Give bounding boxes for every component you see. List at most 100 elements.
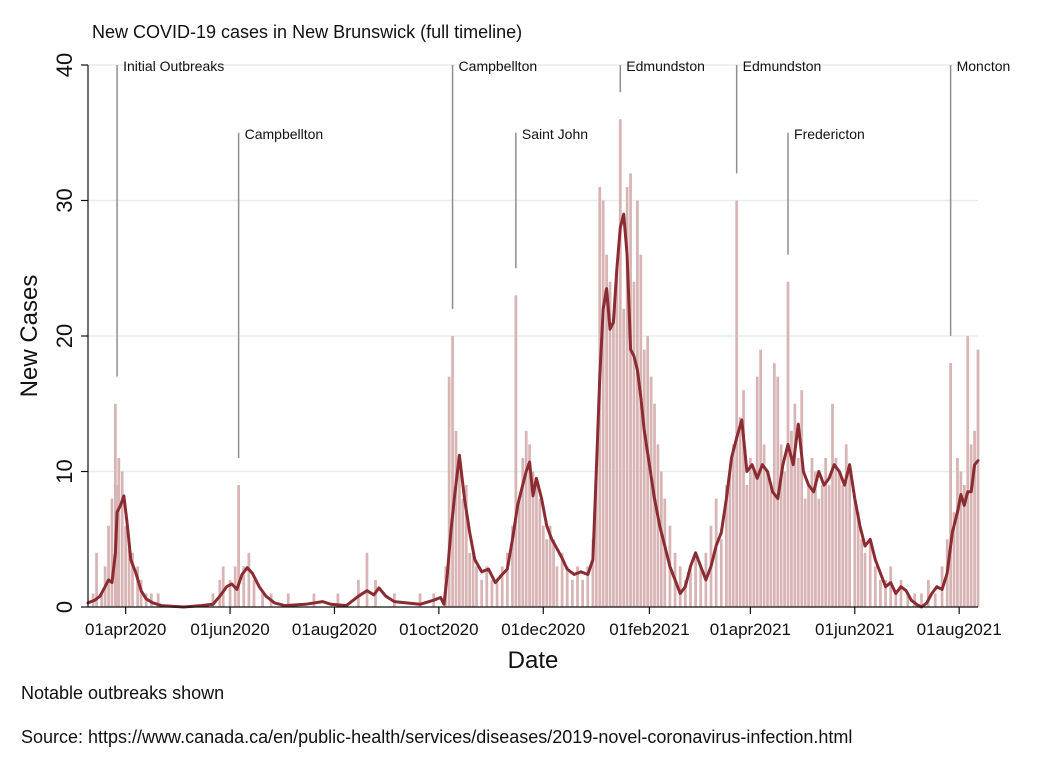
daily-case-bar	[848, 471, 852, 607]
daily-case-bar	[827, 485, 831, 607]
daily-case-bar	[365, 552, 369, 607]
daily-case-bar	[120, 471, 124, 607]
daily-case-bar	[545, 539, 549, 607]
daily-case-bar	[237, 485, 240, 607]
daily-case-bar	[127, 539, 131, 607]
daily-case-bar	[418, 593, 422, 607]
annotation-label: Saint John	[522, 126, 588, 142]
daily-case-bar	[790, 430, 793, 607]
daily-case-bar	[570, 579, 574, 607]
daily-case-bar	[612, 322, 615, 607]
daily-case-bar	[228, 579, 232, 607]
daily-case-bar	[156, 593, 160, 607]
daily-case-bar	[136, 566, 140, 607]
daily-case-bar	[117, 457, 121, 607]
daily-case-bar	[461, 498, 465, 607]
daily-case-bar	[594, 471, 598, 607]
daily-case-bar	[834, 457, 838, 607]
daily-case-bar	[817, 498, 821, 607]
daily-case-bar	[659, 471, 663, 607]
daily-case-bar	[889, 566, 893, 607]
daily-case-bar	[336, 593, 340, 607]
daily-case-bar	[247, 552, 251, 607]
daily-case-bar	[796, 457, 800, 607]
daily-case-bar	[969, 444, 973, 607]
daily-case-bar	[475, 566, 478, 607]
daily-case-bar	[131, 552, 134, 607]
daily-case-bar	[926, 579, 930, 607]
axes: 0 10 20 30 40 01apr2020 01jun2020 01aug2020 01oc…	[52, 53, 1002, 639]
daily-case-bar	[601, 200, 605, 607]
daily-case-bar	[814, 471, 817, 607]
daily-case-bar	[95, 552, 98, 607]
daily-case-bar	[807, 485, 810, 607]
daily-case-bar	[745, 485, 749, 607]
daily-case-bar	[514, 295, 518, 607]
daily-case-bar	[844, 444, 848, 607]
daily-case-bar	[500, 566, 504, 607]
daily-case-bar	[810, 457, 814, 607]
daily-case-bar	[952, 512, 956, 607]
daily-case-bar	[636, 200, 639, 607]
y-tick-label: 10	[52, 459, 77, 483]
x-tick-label: 01jun2020	[190, 620, 269, 639]
daily-case-bar	[752, 471, 756, 607]
y-axis-title: New Cases	[16, 275, 43, 398]
daily-case-bar	[211, 593, 215, 607]
daily-case-bar	[538, 498, 542, 607]
daily-case-bar	[755, 376, 759, 607]
daily-case-bar	[962, 485, 966, 607]
x-tick-label: 01aug2020	[292, 620, 377, 639]
daily-case-bar	[468, 552, 472, 607]
daily-case-bar	[793, 403, 797, 607]
daily-case-bar	[242, 566, 246, 607]
chart-background	[0, 0, 1056, 680]
x-tick-label: 01oct2020	[399, 620, 478, 639]
daily-case-bar	[517, 498, 521, 607]
daily-case-bar	[933, 593, 937, 607]
daily-case-bar	[959, 471, 963, 607]
daily-case-bar	[646, 336, 650, 607]
daily-case-bar	[454, 430, 458, 607]
annotation-label: Campbellton	[459, 58, 538, 74]
daily-case-bar	[576, 566, 579, 607]
daily-case-bar	[769, 485, 773, 607]
daily-case-bar	[863, 552, 867, 607]
daily-case-bar	[800, 390, 804, 607]
seven-day-average-line	[86, 212, 980, 609]
daily-case-bar	[505, 552, 509, 607]
daily-case-bar	[920, 593, 923, 607]
daily-case-bar	[772, 363, 776, 607]
daily-case-bar	[884, 579, 887, 607]
daily-case-bar	[894, 593, 898, 607]
source-note: Source: https://www.canada.ca/en/public-…	[21, 727, 853, 747]
average-line-layer	[86, 212, 980, 609]
daily-case-bar	[252, 579, 256, 607]
daily-case-bar	[312, 593, 316, 607]
x-tick-label: 01apr2021	[710, 620, 791, 639]
daily-case-bar	[357, 579, 360, 607]
daily-case-bar	[738, 417, 742, 607]
annotation-label: Initial Outbreaks	[123, 58, 224, 74]
daily-case-bar	[632, 281, 636, 607]
daily-case-bar	[535, 485, 538, 607]
daily-case-bar	[541, 525, 545, 607]
daily-case-bar	[110, 498, 114, 607]
y-tick-label: 30	[52, 188, 77, 212]
daily-case-bar	[831, 403, 834, 607]
daily-case-bar	[860, 539, 863, 607]
daily-case-bar	[642, 349, 646, 607]
daily-case-bar	[728, 471, 732, 607]
daily-case-bar	[853, 498, 857, 607]
daily-case-bar	[779, 444, 783, 607]
daily-case-bar	[531, 471, 535, 607]
y-tick-label: 20	[52, 324, 77, 348]
daily-case-bar	[511, 525, 514, 607]
daily-case-bar	[694, 552, 697, 607]
daily-case-bar	[608, 281, 612, 607]
daily-case-bar	[868, 539, 872, 607]
daily-case-bar	[622, 308, 626, 607]
daily-case-bar	[649, 376, 653, 607]
daily-case-bar	[552, 539, 555, 607]
annotation-label: Moncton	[957, 58, 1011, 74]
